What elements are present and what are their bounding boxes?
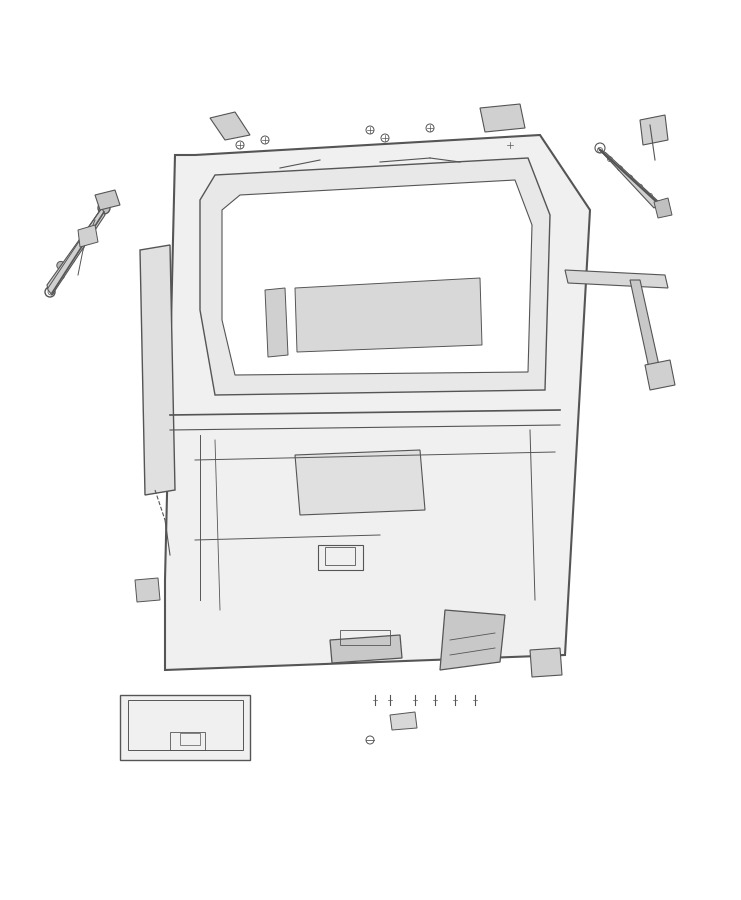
Polygon shape [640, 115, 668, 145]
Polygon shape [135, 578, 160, 602]
Polygon shape [530, 648, 562, 677]
Polygon shape [265, 288, 288, 357]
Circle shape [652, 367, 668, 383]
Polygon shape [47, 208, 105, 295]
Circle shape [486, 158, 494, 166]
Polygon shape [645, 360, 675, 390]
Polygon shape [565, 270, 668, 288]
Bar [318, 545, 363, 570]
Circle shape [84, 229, 92, 237]
Bar [180, 733, 200, 745]
Polygon shape [222, 180, 532, 375]
Bar [325, 547, 355, 565]
Circle shape [57, 261, 64, 269]
Polygon shape [140, 245, 175, 495]
Circle shape [336, 164, 344, 172]
Polygon shape [440, 610, 505, 670]
Polygon shape [210, 112, 250, 140]
Polygon shape [480, 104, 525, 132]
Circle shape [465, 645, 475, 655]
Bar [170, 732, 205, 750]
Polygon shape [330, 635, 402, 663]
Bar [128, 700, 243, 750]
Polygon shape [295, 450, 425, 515]
Polygon shape [630, 280, 660, 373]
Circle shape [98, 202, 110, 214]
Polygon shape [598, 148, 660, 208]
Polygon shape [95, 190, 120, 210]
Circle shape [446, 159, 454, 167]
Polygon shape [200, 158, 550, 395]
Polygon shape [654, 198, 672, 218]
Polygon shape [390, 712, 417, 730]
Polygon shape [78, 225, 98, 247]
Bar [340, 630, 390, 645]
Circle shape [291, 168, 299, 176]
Bar [120, 695, 250, 760]
Polygon shape [165, 135, 590, 670]
Polygon shape [295, 278, 482, 352]
